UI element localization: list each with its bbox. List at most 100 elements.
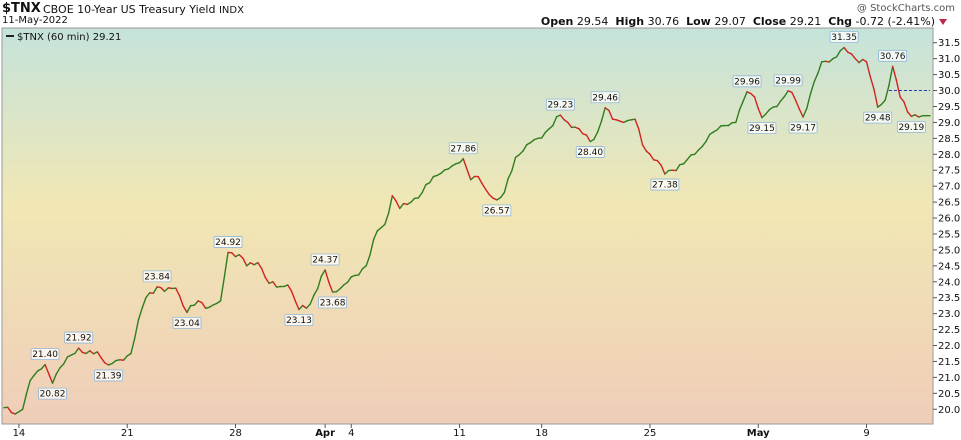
series-segment	[865, 61, 871, 78]
annotation-label: 29.23	[545, 98, 575, 111]
annotation-box	[310, 253, 340, 266]
annotation-text: 23.04	[174, 319, 200, 329]
series-segment	[33, 370, 39, 377]
y-tick-label: 27.0	[938, 182, 960, 193]
series-segment	[641, 144, 647, 152]
series-segment	[794, 99, 801, 110]
annotation-box	[896, 120, 926, 133]
annotation-text: 29.19	[898, 123, 924, 133]
y-tick-label: 31.0	[938, 54, 960, 65]
series-segment	[335, 288, 341, 293]
series-segment	[649, 153, 655, 161]
plot-area	[1, 27, 934, 425]
series-segment	[529, 138, 535, 144]
series-segment	[686, 154, 692, 161]
series-segment	[130, 337, 136, 355]
series-segment	[305, 303, 311, 309]
series-segment	[193, 300, 199, 306]
series-segment	[514, 153, 520, 159]
x-axis: 14 21 28 Apr 4 11 18 25 May 9	[13, 424, 870, 439]
series-segment	[51, 373, 57, 384]
series-segment	[499, 191, 506, 199]
annotations: 21.40 20.82 21.92 21.39 23.84 23.04 24.92 23.13…	[30, 31, 926, 400]
series-segment	[768, 106, 774, 111]
series-segment	[843, 46, 849, 53]
annotation-text: 29.46	[592, 93, 618, 103]
series-segment	[343, 281, 349, 286]
x-tick-label: 14	[13, 428, 26, 439]
series-segment	[380, 223, 386, 229]
series-segment	[451, 163, 457, 167]
series-segment	[253, 261, 259, 266]
series-segment	[675, 163, 681, 172]
annotation-box	[575, 146, 605, 158]
annotation-text: 27.38	[652, 181, 678, 191]
series-segment	[559, 114, 565, 121]
series-segment	[548, 124, 554, 130]
ohlc-readout: Open 29.54 High 30.76 Low 29.07 Close 29…	[540, 15, 935, 28]
series-segment	[175, 287, 181, 297]
series-segment	[518, 150, 524, 156]
series-segment	[906, 111, 913, 118]
annotation-box	[64, 331, 94, 344]
series-segment	[701, 140, 707, 148]
series-segment	[593, 131, 599, 141]
annotation-box	[545, 98, 575, 111]
annotation-text: 29.48	[865, 114, 891, 124]
series-segment	[372, 230, 379, 241]
y-tick-label: 21.5	[938, 357, 960, 368]
series-segment	[40, 363, 46, 370]
y-tick-label: 21.0	[938, 373, 960, 384]
x-tick-label: 28	[229, 428, 242, 439]
annotation-label: 20.82	[38, 387, 67, 400]
series-segment	[709, 131, 715, 136]
series-segment	[384, 212, 390, 226]
series-segment	[761, 113, 767, 119]
x-tick-label: May	[747, 428, 770, 439]
annotation-box	[732, 75, 762, 88]
annotation-box	[284, 314, 314, 326]
series-segment	[880, 99, 886, 106]
series-segment	[208, 304, 214, 308]
x-tick-label: 25	[644, 428, 657, 439]
annotation-label: 30.76	[878, 49, 908, 62]
annotation-label: 28.40	[575, 146, 605, 158]
series-segment	[152, 286, 158, 294]
annotation-label: 27.38	[650, 178, 680, 191]
annotation-text: 29.99	[775, 76, 801, 86]
annotation-text: 21.40	[32, 350, 58, 360]
series-segment	[100, 357, 106, 364]
chart-date: 11-May-2022	[2, 15, 68, 26]
y-tick-label: 20.0	[938, 405, 960, 416]
series-segment	[339, 284, 345, 290]
annotation-label: 29.17	[788, 121, 818, 134]
series-segment	[742, 91, 748, 102]
series-segment	[458, 158, 464, 164]
series-segment	[294, 300, 300, 311]
series-segment	[264, 276, 270, 285]
series-segment	[365, 254, 371, 267]
y-tick-label: 29.5	[938, 102, 960, 113]
y-tick-label: 23.0	[938, 309, 960, 320]
series-segment	[25, 379, 31, 395]
series-segment	[421, 183, 427, 194]
series-segment	[503, 178, 509, 194]
series-segment	[126, 352, 132, 357]
y-tick-label: 28.5	[938, 134, 960, 145]
y-tick-label: 25.0	[938, 245, 960, 256]
series-segment	[589, 138, 595, 143]
y-tick-label: 29.0	[938, 118, 960, 129]
series-segment	[914, 114, 920, 118]
series-segment	[481, 182, 487, 191]
series-segment	[260, 267, 267, 279]
symbol[interactable]: $TNX	[2, 1, 41, 16]
series-segment	[391, 195, 397, 202]
series-segment	[111, 359, 117, 365]
series-segment	[44, 363, 50, 375]
annotation-label: 29.48	[863, 111, 893, 124]
series-segment	[18, 408, 24, 413]
series-segment	[137, 307, 143, 321]
series-segment	[779, 95, 786, 102]
watermark: @ StockCharts.com	[856, 3, 955, 14]
